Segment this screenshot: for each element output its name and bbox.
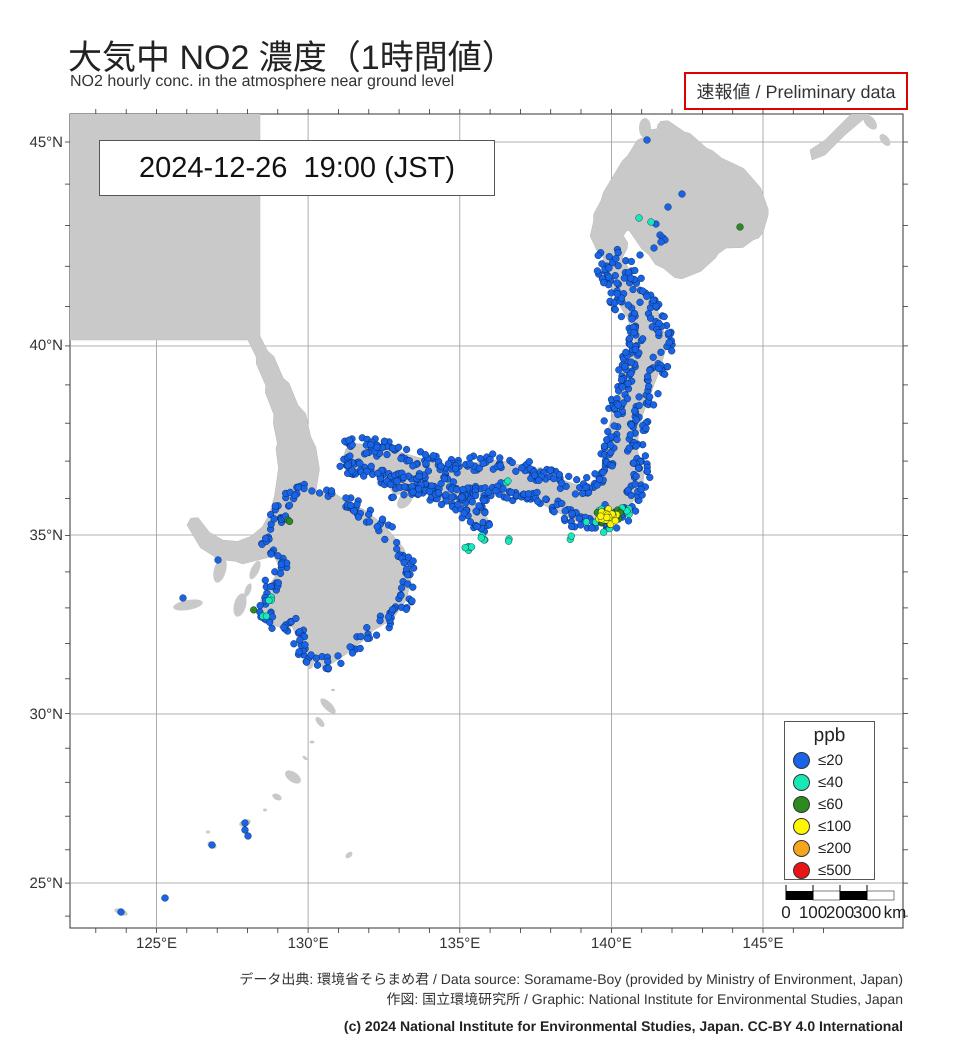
svg-text:145°E: 145°E [742,935,783,952]
svg-text:km: km [884,903,907,922]
svg-text:0: 0 [781,903,790,922]
svg-text:35°N: 35°N [29,527,63,544]
svg-text:200: 200 [826,903,854,922]
svg-text:40°N: 40°N [29,337,63,354]
svg-text:25°N: 25°N [29,875,63,892]
svg-text:140°E: 140°E [591,935,632,952]
svg-text:30°N: 30°N [29,706,63,723]
svg-text:300: 300 [853,903,881,922]
svg-text:45°N: 45°N [29,134,63,151]
svg-text:130°E: 130°E [288,935,329,952]
svg-text:135°E: 135°E [439,935,480,952]
svg-text:100: 100 [799,903,827,922]
svg-text:125°E: 125°E [136,935,177,952]
